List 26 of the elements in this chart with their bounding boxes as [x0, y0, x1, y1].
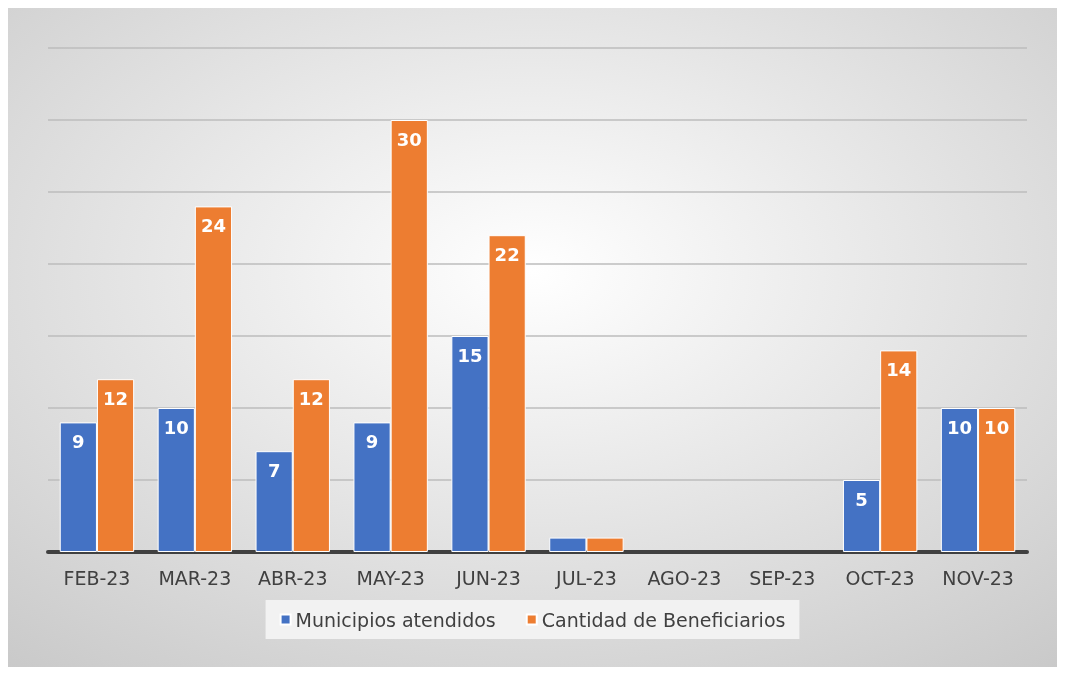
data-label: 12: [298, 387, 324, 409]
data-label: 9: [365, 430, 379, 452]
legend-label: Cantidad de Beneficiarios: [541, 608, 786, 631]
data-label: 5: [855, 488, 868, 510]
x-tick-label: SEP-23: [749, 566, 816, 589]
x-tick-label: NOV-23: [942, 566, 1014, 589]
x-tick-label: MAR-23: [158, 566, 232, 589]
x-tick-label: FEB-23: [63, 566, 131, 589]
x-tick-label: JUL-23: [555, 566, 617, 589]
x-tick-label: OCT-23: [845, 566, 915, 589]
data-label: 15: [457, 344, 483, 366]
data-label: 10: [163, 416, 189, 438]
data-label: 24: [200, 214, 226, 236]
data-label: 14: [886, 358, 912, 380]
data-label: 22: [494, 243, 520, 265]
x-tick-label: MAY-23: [356, 566, 425, 589]
data-label: 10: [946, 416, 972, 438]
data-label: 7: [267, 459, 281, 481]
data-label: 9: [72, 430, 85, 452]
data-label: 30: [396, 128, 422, 150]
data-label: 10: [984, 416, 1010, 438]
x-tick-label: JUN-23: [455, 566, 521, 589]
x-tick-label: AGO-23: [647, 566, 722, 589]
legend-label: Municipios atendidos: [295, 608, 496, 631]
data-label: 12: [103, 387, 129, 409]
x-tick-label: ABR-23: [258, 566, 328, 589]
